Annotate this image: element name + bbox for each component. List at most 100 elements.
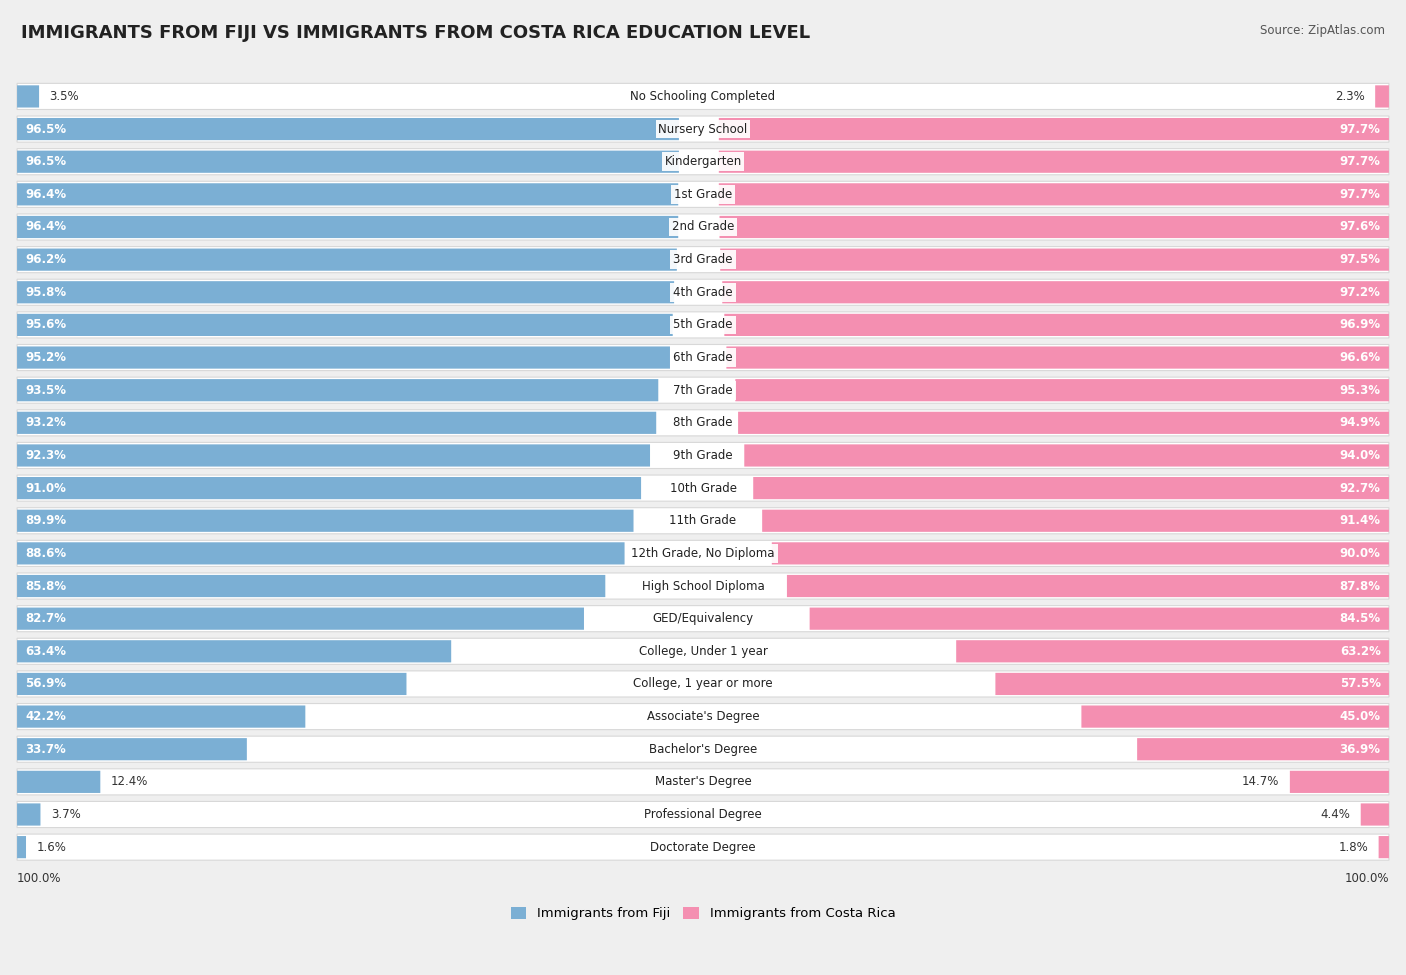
FancyBboxPatch shape [17,281,673,303]
Text: 96.5%: 96.5% [25,155,66,169]
Text: College, 1 year or more: College, 1 year or more [633,678,773,690]
Text: 96.6%: 96.6% [1340,351,1381,364]
FancyBboxPatch shape [17,247,1389,273]
FancyBboxPatch shape [17,540,1389,566]
FancyBboxPatch shape [17,575,606,597]
FancyBboxPatch shape [723,281,1389,303]
Text: 12th Grade, No Diploma: 12th Grade, No Diploma [631,547,775,560]
FancyBboxPatch shape [17,443,1389,469]
Text: 100.0%: 100.0% [1344,872,1389,884]
Text: 3.7%: 3.7% [51,808,80,821]
Text: 100.0%: 100.0% [17,872,62,884]
Text: 92.3%: 92.3% [25,448,66,462]
Text: IMMIGRANTS FROM FIJI VS IMMIGRANTS FROM COSTA RICA EDUCATION LEVEL: IMMIGRANTS FROM FIJI VS IMMIGRANTS FROM … [21,24,810,42]
Text: 3.5%: 3.5% [49,90,79,103]
Text: Master's Degree: Master's Degree [655,775,751,789]
FancyBboxPatch shape [17,183,678,206]
Text: 8th Grade: 8th Grade [673,416,733,429]
FancyBboxPatch shape [744,445,1389,467]
FancyBboxPatch shape [1375,86,1389,107]
Text: 7th Grade: 7th Grade [673,384,733,397]
Text: College, Under 1 year: College, Under 1 year [638,644,768,658]
Text: 57.5%: 57.5% [1340,678,1381,690]
FancyBboxPatch shape [17,150,679,173]
Text: 94.9%: 94.9% [1340,416,1381,429]
FancyBboxPatch shape [17,671,1389,697]
Text: 63.2%: 63.2% [1340,644,1381,658]
Text: 91.4%: 91.4% [1340,514,1381,527]
Text: Associate's Degree: Associate's Degree [647,710,759,723]
Text: 89.9%: 89.9% [25,514,66,527]
FancyBboxPatch shape [17,118,679,140]
Text: 96.9%: 96.9% [1340,319,1381,332]
FancyBboxPatch shape [17,379,658,402]
Text: 93.5%: 93.5% [25,384,66,397]
Text: 87.8%: 87.8% [1340,579,1381,593]
FancyBboxPatch shape [17,215,678,238]
FancyBboxPatch shape [727,346,1389,369]
FancyBboxPatch shape [17,411,657,434]
Text: 33.7%: 33.7% [25,743,66,756]
Text: 95.3%: 95.3% [1340,384,1381,397]
Text: 84.5%: 84.5% [1340,612,1381,625]
FancyBboxPatch shape [810,607,1389,630]
Text: 9th Grade: 9th Grade [673,448,733,462]
Text: 95.6%: 95.6% [25,319,66,332]
FancyBboxPatch shape [995,673,1389,695]
FancyBboxPatch shape [17,706,305,727]
FancyBboxPatch shape [17,836,25,858]
Text: 6th Grade: 6th Grade [673,351,733,364]
FancyBboxPatch shape [17,704,1389,729]
FancyBboxPatch shape [735,379,1389,402]
FancyBboxPatch shape [17,249,676,271]
Text: 95.8%: 95.8% [25,286,66,298]
Text: Source: ZipAtlas.com: Source: ZipAtlas.com [1260,24,1385,37]
FancyBboxPatch shape [17,738,247,761]
Text: 2.3%: 2.3% [1336,90,1365,103]
FancyBboxPatch shape [1081,706,1389,727]
FancyBboxPatch shape [17,542,624,565]
FancyBboxPatch shape [17,508,1389,533]
Text: Doctorate Degree: Doctorate Degree [650,840,756,854]
FancyBboxPatch shape [17,86,39,107]
FancyBboxPatch shape [17,475,1389,501]
FancyBboxPatch shape [1289,771,1389,793]
FancyBboxPatch shape [17,641,451,662]
FancyBboxPatch shape [787,575,1389,597]
Text: 5th Grade: 5th Grade [673,319,733,332]
Text: Nursery School: Nursery School [658,123,748,136]
Text: 2nd Grade: 2nd Grade [672,220,734,233]
FancyBboxPatch shape [17,314,672,336]
Text: GED/Equivalency: GED/Equivalency [652,612,754,625]
FancyBboxPatch shape [17,639,1389,664]
FancyBboxPatch shape [1361,803,1389,826]
Text: 97.7%: 97.7% [1340,155,1381,169]
FancyBboxPatch shape [720,215,1389,238]
FancyBboxPatch shape [17,803,41,826]
FancyBboxPatch shape [17,148,1389,175]
FancyBboxPatch shape [17,605,1389,632]
Text: 96.4%: 96.4% [25,188,66,201]
Text: 1.8%: 1.8% [1339,840,1368,854]
FancyBboxPatch shape [17,736,1389,762]
FancyBboxPatch shape [17,84,1389,109]
Text: 42.2%: 42.2% [25,710,66,723]
Text: Kindergarten: Kindergarten [665,155,741,169]
FancyBboxPatch shape [17,214,1389,240]
Text: 4th Grade: 4th Grade [673,286,733,298]
FancyBboxPatch shape [17,181,1389,208]
Text: 88.6%: 88.6% [25,547,66,560]
Text: Professional Degree: Professional Degree [644,808,762,821]
Text: 97.6%: 97.6% [1340,220,1381,233]
FancyBboxPatch shape [17,445,650,467]
FancyBboxPatch shape [17,673,406,695]
Text: 10th Grade: 10th Grade [669,482,737,494]
Text: 85.8%: 85.8% [25,579,66,593]
Text: 93.2%: 93.2% [25,416,66,429]
Text: 96.5%: 96.5% [25,123,66,136]
FancyBboxPatch shape [17,607,583,630]
Text: High School Diploma: High School Diploma [641,579,765,593]
Legend: Immigrants from Fiji, Immigrants from Costa Rica: Immigrants from Fiji, Immigrants from Co… [505,902,901,925]
FancyBboxPatch shape [17,771,100,793]
Text: 56.9%: 56.9% [25,678,66,690]
